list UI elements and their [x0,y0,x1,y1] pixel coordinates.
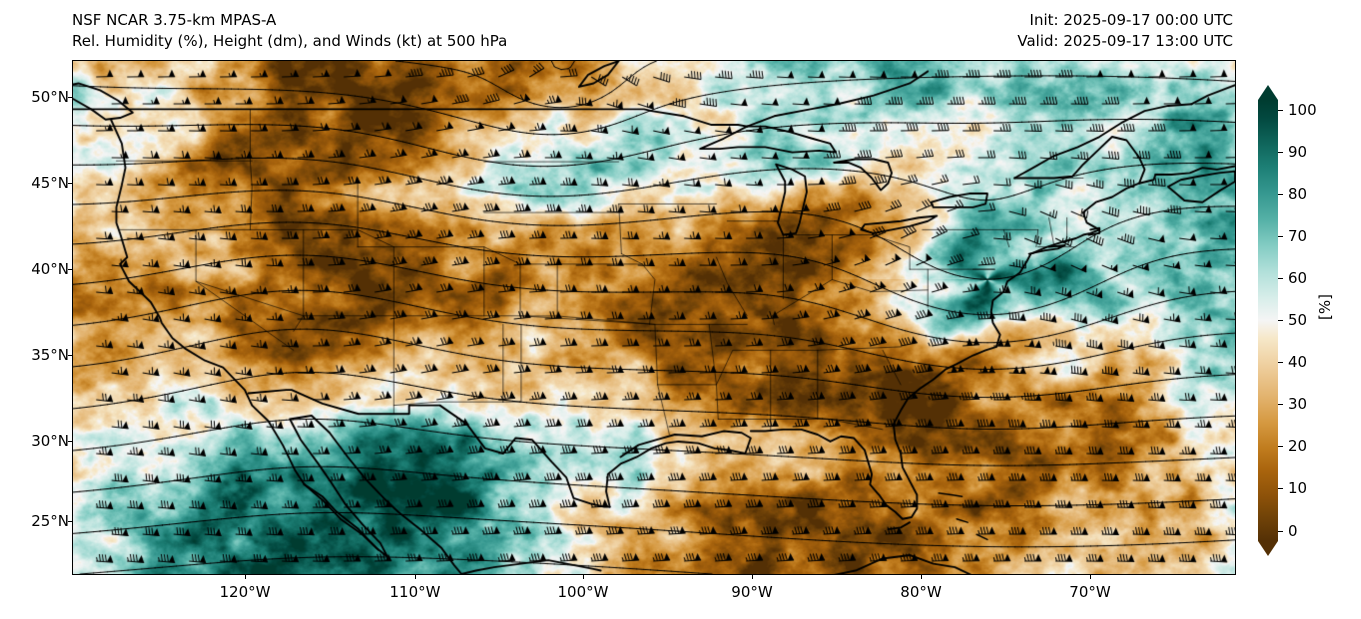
latitude-tick-label: 45°N [31,174,69,192]
colorbar-unit-label: [%] [1316,294,1334,320]
header-right-block: Init: 2025-09-17 00:00 UTC Valid: 2025-0… [1017,10,1233,52]
latitude-tick-label: 30°N [31,432,69,450]
latitude-tick-mark [68,355,72,356]
colorbar-tick-label: 80 [1288,185,1308,203]
longitude-tick-label: 120°W [219,583,271,601]
colorbar-extend-top-icon [1258,85,1278,100]
map-plot-area[interactable] [72,60,1236,575]
colorbar-tick-mark [1278,236,1283,237]
latitude-tick-mark [68,183,72,184]
colorbar-tick-label: 40 [1288,353,1308,371]
latitude-tick-mark [68,441,72,442]
longitude-tick-label: 70°W [1069,583,1111,601]
latitude-tick-mark [68,521,72,522]
colorbar-tick-label: 0 [1288,522,1298,540]
colorbar-tick-label: 20 [1288,437,1308,455]
field-subtitle: Rel. Humidity (%), Height (dm), and Wind… [72,32,508,50]
latitude-tick-mark [68,97,72,98]
latitude-tick-label: 50°N [31,88,69,106]
header-left-block: NSF NCAR 3.75-km MPAS-A Rel. Humidity (%… [72,10,507,52]
colorbar-tick-mark [1278,404,1283,405]
colorbar-extend-bottom-icon [1258,541,1278,556]
latitude-tick-label: 25°N [31,512,69,530]
colorbar-tick-mark [1278,278,1283,279]
colorbar[interactable] [1258,85,1278,556]
longitude-tick-mark [752,575,753,579]
valid-time: Valid: 2025-09-17 13:00 UTC [1017,32,1233,50]
longitude-tick-mark [415,575,416,579]
colorbar-tick-mark [1278,194,1283,195]
longitude-tick-label: 80°W [900,583,942,601]
colorbar-tick-label: 60 [1288,269,1308,287]
latitude-tick-mark [68,269,72,270]
colorbar-tick-label: 50 [1288,311,1308,329]
colorbar-tick-mark [1278,152,1283,153]
colorbar-tick-mark [1278,320,1283,321]
colorbar-tick-label: 30 [1288,395,1308,413]
colorbar-tick-label: 10 [1288,479,1308,497]
colorbar-tick-mark [1278,531,1283,532]
longitude-tick-label: 100°W [557,583,609,601]
colorbar-tick-mark [1278,362,1283,363]
longitude-tick-label: 110°W [389,583,441,601]
latitude-tick-label: 35°N [31,346,69,364]
colorbar-tick-mark [1278,488,1283,489]
longitude-tick-mark [921,575,922,579]
latitude-tick-label: 40°N [31,260,69,278]
init-time: Init: 2025-09-17 00:00 UTC [1029,11,1233,29]
colorbar-tick-label: 100 [1288,101,1317,119]
longitude-tick-label: 90°W [731,583,773,601]
colorbar-tick-mark [1278,446,1283,447]
colorbar-tick-label: 90 [1288,143,1308,161]
model-title: NSF NCAR 3.75-km MPAS-A [72,11,277,29]
colorbar-gradient [1258,100,1278,541]
longitude-tick-mark [1090,575,1091,579]
colorbar-tick-mark [1278,110,1283,111]
relative-humidity-map [73,61,1235,574]
longitude-tick-mark [583,575,584,579]
colorbar-tick-label: 70 [1288,227,1308,245]
longitude-tick-mark [245,575,246,579]
